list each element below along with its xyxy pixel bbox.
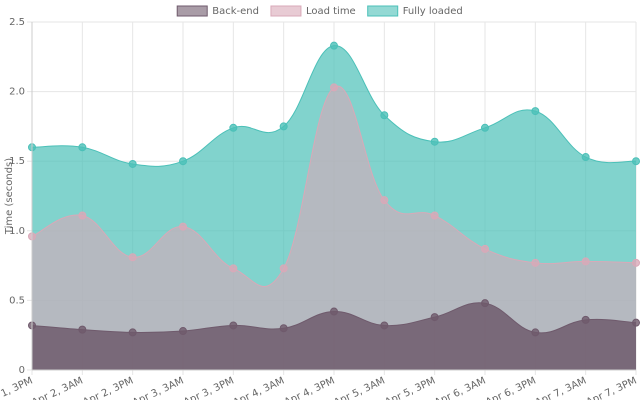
x-tick-label: Apr 4, 3AM (232, 375, 287, 400)
point (229, 123, 238, 132)
x-tick-label: Apr 6, 3PM (484, 375, 538, 400)
point (330, 307, 338, 316)
point (632, 318, 640, 327)
legend-label: Fully loaded (403, 6, 463, 17)
point (430, 137, 439, 146)
point (279, 324, 288, 333)
point (279, 122, 288, 131)
point (581, 153, 590, 162)
y-tick-label: 0 (19, 365, 25, 376)
line (31, 85, 637, 287)
x-tick-label: Apr 6, 3AM (433, 375, 488, 400)
legend: Back-end Load time Fully loaded (176, 5, 463, 17)
legend-swatch (176, 5, 208, 17)
y-tick-label: 0.5 (9, 295, 25, 306)
x-tick-label: Apr 3, 3PM (182, 375, 236, 400)
area (32, 86, 636, 370)
point (632, 258, 640, 267)
x-tick-label: Apr 4, 3PM (283, 375, 337, 400)
point (430, 313, 439, 322)
point (128, 159, 137, 168)
point (330, 41, 338, 50)
x-tick-label: Apr 3, 3AM (131, 375, 186, 400)
point (481, 244, 489, 253)
point (179, 327, 187, 336)
point (330, 83, 338, 92)
y-axis-label: Time (seconds) (4, 158, 15, 235)
y-tick-label: 2.5 (9, 17, 25, 28)
point (78, 211, 87, 220)
point (531, 107, 540, 116)
point (481, 299, 489, 308)
point (632, 157, 640, 166)
point (128, 328, 137, 337)
x-tick-label: Apr 1, 3PM (0, 375, 35, 400)
area (32, 302, 636, 370)
x-tick-label: Apr 7, 3PM (585, 375, 639, 400)
point (279, 264, 288, 273)
x-tick-label: Apr 2, 3AM (30, 375, 85, 400)
point (78, 325, 87, 334)
point (229, 321, 238, 330)
point (581, 315, 590, 324)
legend-swatch (367, 5, 399, 17)
point (581, 257, 590, 266)
x-tick-label: Apr 7, 3AM (534, 375, 589, 400)
x-tick-label: Apr 2, 3PM (81, 375, 135, 400)
point (179, 157, 187, 166)
point (481, 123, 489, 132)
legend-label: Load time (306, 6, 356, 17)
point (229, 264, 238, 273)
point (179, 222, 187, 231)
point (128, 253, 137, 262)
y-tick-label: 2.0 (9, 87, 25, 98)
point (78, 143, 87, 152)
y-tick-label: 1.0 (9, 226, 25, 237)
point (531, 328, 540, 337)
point (380, 321, 389, 330)
legend-swatch (270, 5, 302, 17)
legend-label: Back-end (212, 6, 259, 17)
point (430, 211, 439, 220)
x-tick-label: Apr 5, 3AM (332, 375, 387, 400)
y-tick-label: 1.5 (9, 156, 25, 167)
point (380, 196, 389, 205)
x-tick-label: Apr 5, 3PM (383, 375, 437, 400)
point (380, 111, 389, 120)
point (531, 258, 540, 267)
